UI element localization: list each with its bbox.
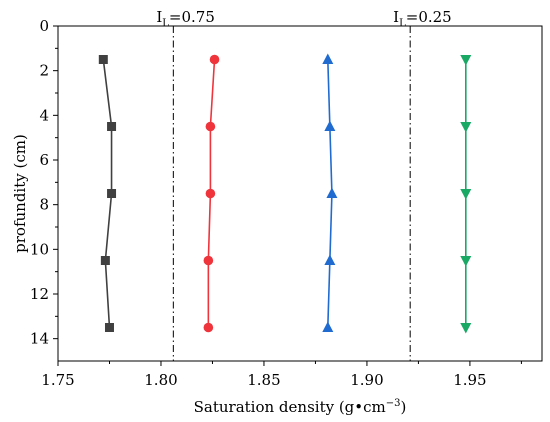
- reference-lines: IL=0.75 IL=0.25: [156, 8, 452, 361]
- data-point: [460, 323, 472, 334]
- y-tick-label: 6: [39, 151, 49, 169]
- data-point: [203, 322, 214, 333]
- x-axis-title-text: Saturation density (g•cm: [194, 398, 386, 416]
- y-tick-label: 4: [39, 106, 49, 124]
- data-point: [324, 120, 336, 131]
- x-axis-title-exponent: −3: [386, 398, 401, 409]
- y-tick-label: 2: [39, 62, 49, 80]
- reference-line-label: IL=0.25: [393, 8, 452, 29]
- reference-line-label-value: =0.25: [406, 8, 452, 26]
- reference-line-label-sub: L: [162, 18, 169, 29]
- series-layer: [98, 53, 472, 334]
- reference-line-label-main: I: [393, 8, 399, 26]
- y-tick-label: 0: [39, 17, 49, 35]
- data-point: [107, 189, 117, 198]
- x-axis-title: Saturation density (g•cm−3): [194, 398, 407, 416]
- data-point: [322, 53, 334, 64]
- y-tick-label: 8: [39, 196, 49, 214]
- plot-frame: [57, 25, 543, 362]
- y-tick-label: 12: [30, 285, 49, 303]
- x-axis: 1.75 1.80 1.85 1.90 1.95: [41, 361, 522, 389]
- data-point: [326, 187, 338, 198]
- y-tick-label: 10: [30, 240, 49, 258]
- x-tick-label: 1.85: [247, 371, 280, 389]
- x-tick-label: 1.95: [453, 371, 486, 389]
- data-point: [205, 188, 216, 199]
- data-point: [100, 256, 110, 265]
- data-point: [98, 55, 108, 64]
- y-axis: 0 2 4 6 8 10 12 14: [30, 17, 58, 348]
- x-axis-title-close: ): [401, 398, 407, 416]
- reference-line-label: IL=0.75: [156, 8, 215, 29]
- data-point: [460, 256, 472, 267]
- y-axis-title: profundity (cm): [11, 134, 29, 253]
- data-point: [460, 55, 472, 66]
- data-point: [104, 323, 114, 332]
- x-tick-label: 1.75: [41, 371, 74, 389]
- reference-line-label-value: =0.75: [169, 8, 215, 26]
- data-point: [205, 121, 216, 132]
- data-point: [322, 321, 334, 332]
- data-point: [107, 122, 117, 131]
- reference-line-label-main: I: [156, 8, 162, 26]
- data-point: [209, 54, 220, 65]
- data-point: [460, 122, 472, 133]
- data-point: [324, 254, 336, 265]
- data-point: [460, 189, 472, 200]
- x-tick-label: 1.80: [144, 371, 177, 389]
- reference-line-label-sub: L: [399, 18, 406, 29]
- x-tick-label: 1.90: [350, 371, 383, 389]
- data-point: [203, 255, 214, 266]
- y-tick-label: 14: [30, 330, 49, 348]
